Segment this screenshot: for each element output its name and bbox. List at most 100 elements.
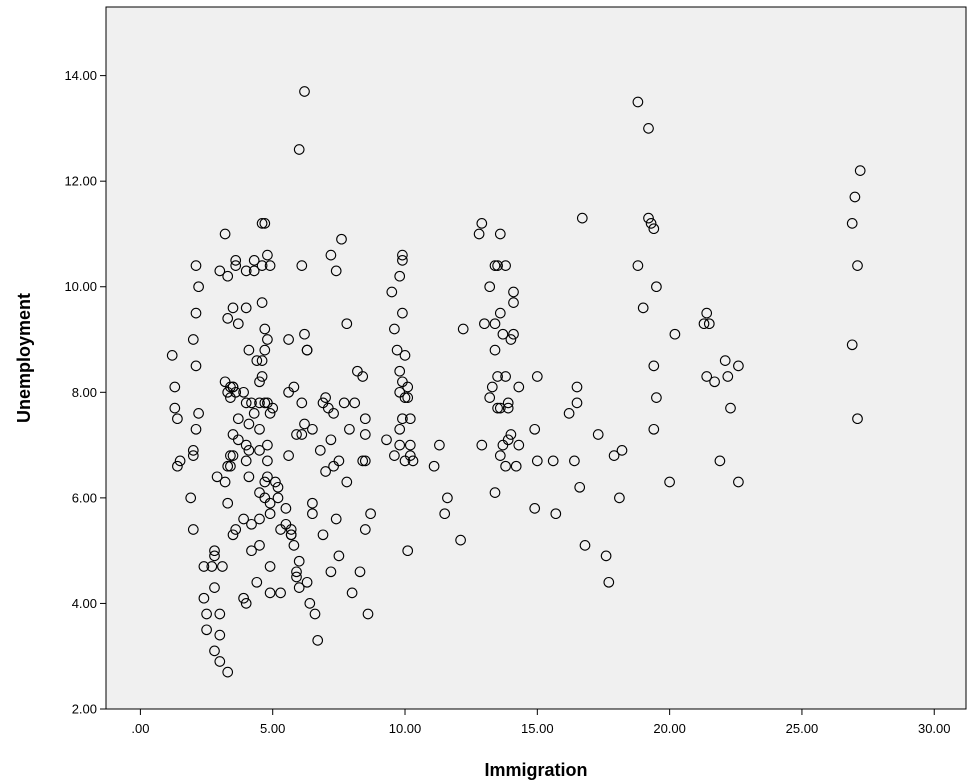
- data-point-256: [592, 429, 604, 440]
- data-point-11: [190, 307, 202, 319]
- data-point-26: [214, 608, 226, 620]
- data-point-111: [272, 492, 284, 504]
- data-point-106: [264, 508, 276, 520]
- y-tick-label: 10.00: [64, 279, 97, 294]
- data-point-139: [301, 576, 313, 588]
- data-point-14: [193, 281, 204, 293]
- data-point-25: [209, 645, 220, 657]
- data-point-216: [489, 487, 501, 498]
- data-point-234: [502, 434, 514, 446]
- data-point-173: [359, 429, 371, 440]
- data-point-250: [569, 455, 580, 467]
- data-point-116: [280, 503, 292, 514]
- x-tick-label: 25.00: [786, 721, 819, 736]
- data-point-85: [254, 376, 265, 388]
- data-point-42: [230, 386, 242, 398]
- data-point-257: [600, 550, 612, 562]
- data-point-120: [285, 524, 297, 535]
- y-tick-label: 12.00: [64, 174, 97, 189]
- data-point-219: [489, 260, 501, 271]
- data-point-97: [262, 249, 273, 261]
- data-point-201: [404, 439, 416, 451]
- y-tick-label: 6.00: [72, 490, 97, 505]
- data-point-232: [502, 402, 514, 414]
- data-point-202: [407, 455, 419, 467]
- data-point-108: [264, 260, 276, 271]
- y-tick-label: 4.00: [72, 596, 97, 611]
- data-point-280: [714, 455, 726, 467]
- data-point-277: [703, 318, 715, 330]
- data-point-52: [230, 255, 242, 266]
- data-point-98: [262, 334, 273, 345]
- data-point-81: [254, 445, 265, 456]
- data-point-206: [442, 492, 453, 504]
- data-point-144: [309, 608, 321, 620]
- data-point-207: [455, 534, 466, 546]
- data-point-128: [293, 144, 305, 155]
- data-point-181: [389, 450, 400, 461]
- data-point-91: [259, 218, 271, 229]
- data-point-87: [256, 260, 268, 271]
- data-point-48: [222, 666, 234, 678]
- data-point-57: [230, 524, 242, 535]
- data-point-123: [288, 540, 300, 551]
- data-point-252: [571, 381, 583, 393]
- data-point-251: [571, 397, 583, 409]
- data-point-68: [240, 265, 252, 277]
- data-point-92: [259, 323, 271, 335]
- data-point-205: [439, 508, 451, 520]
- data-point-138: [301, 344, 313, 356]
- data-point-78: [251, 576, 263, 588]
- data-point-289: [852, 260, 863, 271]
- data-point-84: [254, 397, 265, 409]
- data-point-3: [172, 413, 183, 425]
- data-point-101: [262, 455, 273, 467]
- data-point-178: [381, 434, 392, 446]
- data-point-93: [259, 344, 271, 356]
- data-point-211: [476, 439, 488, 451]
- data-point-163: [341, 318, 353, 330]
- data-point-158: [330, 513, 342, 525]
- data-point-246: [531, 455, 543, 467]
- data-point-223: [494, 228, 506, 240]
- data-point-209: [473, 228, 485, 240]
- data-point-66: [243, 471, 255, 483]
- data-point-150: [320, 466, 331, 477]
- data-point-130: [293, 582, 305, 593]
- data-point-264: [637, 302, 649, 314]
- data-point-67: [240, 302, 252, 314]
- data-point-213: [484, 281, 496, 293]
- data-point-5: [174, 455, 186, 467]
- data-point-276: [701, 307, 713, 319]
- data-point-291: [854, 165, 866, 176]
- data-point-266: [643, 212, 654, 224]
- data-point-132: [296, 429, 308, 440]
- data-point-279: [709, 376, 720, 388]
- x-tick-label: 5.00: [260, 721, 285, 736]
- data-point-76: [248, 255, 260, 266]
- data-point-149: [320, 392, 331, 403]
- data-point-86: [256, 218, 268, 229]
- data-point-69: [243, 344, 255, 356]
- data-point-167: [349, 397, 361, 409]
- data-point-73: [246, 518, 257, 530]
- data-point-230: [500, 371, 511, 382]
- data-point-240: [510, 460, 522, 472]
- y-tick-label: 8.00: [72, 385, 97, 400]
- data-point-70: [243, 418, 255, 430]
- data-point-262: [632, 260, 644, 271]
- data-point-244: [529, 503, 541, 514]
- data-point-210: [476, 218, 488, 229]
- x-tick-label: 30.00: [918, 721, 951, 736]
- data-point-265: [643, 123, 654, 134]
- data-point-153: [325, 434, 337, 446]
- data-point-141: [307, 508, 318, 520]
- data-point-140: [304, 598, 316, 609]
- data-point-248: [550, 508, 562, 520]
- data-points: [166, 86, 866, 678]
- data-point-63: [240, 439, 252, 451]
- data-point-127: [291, 571, 302, 583]
- data-point-15: [193, 408, 204, 419]
- data-point-65: [243, 445, 255, 456]
